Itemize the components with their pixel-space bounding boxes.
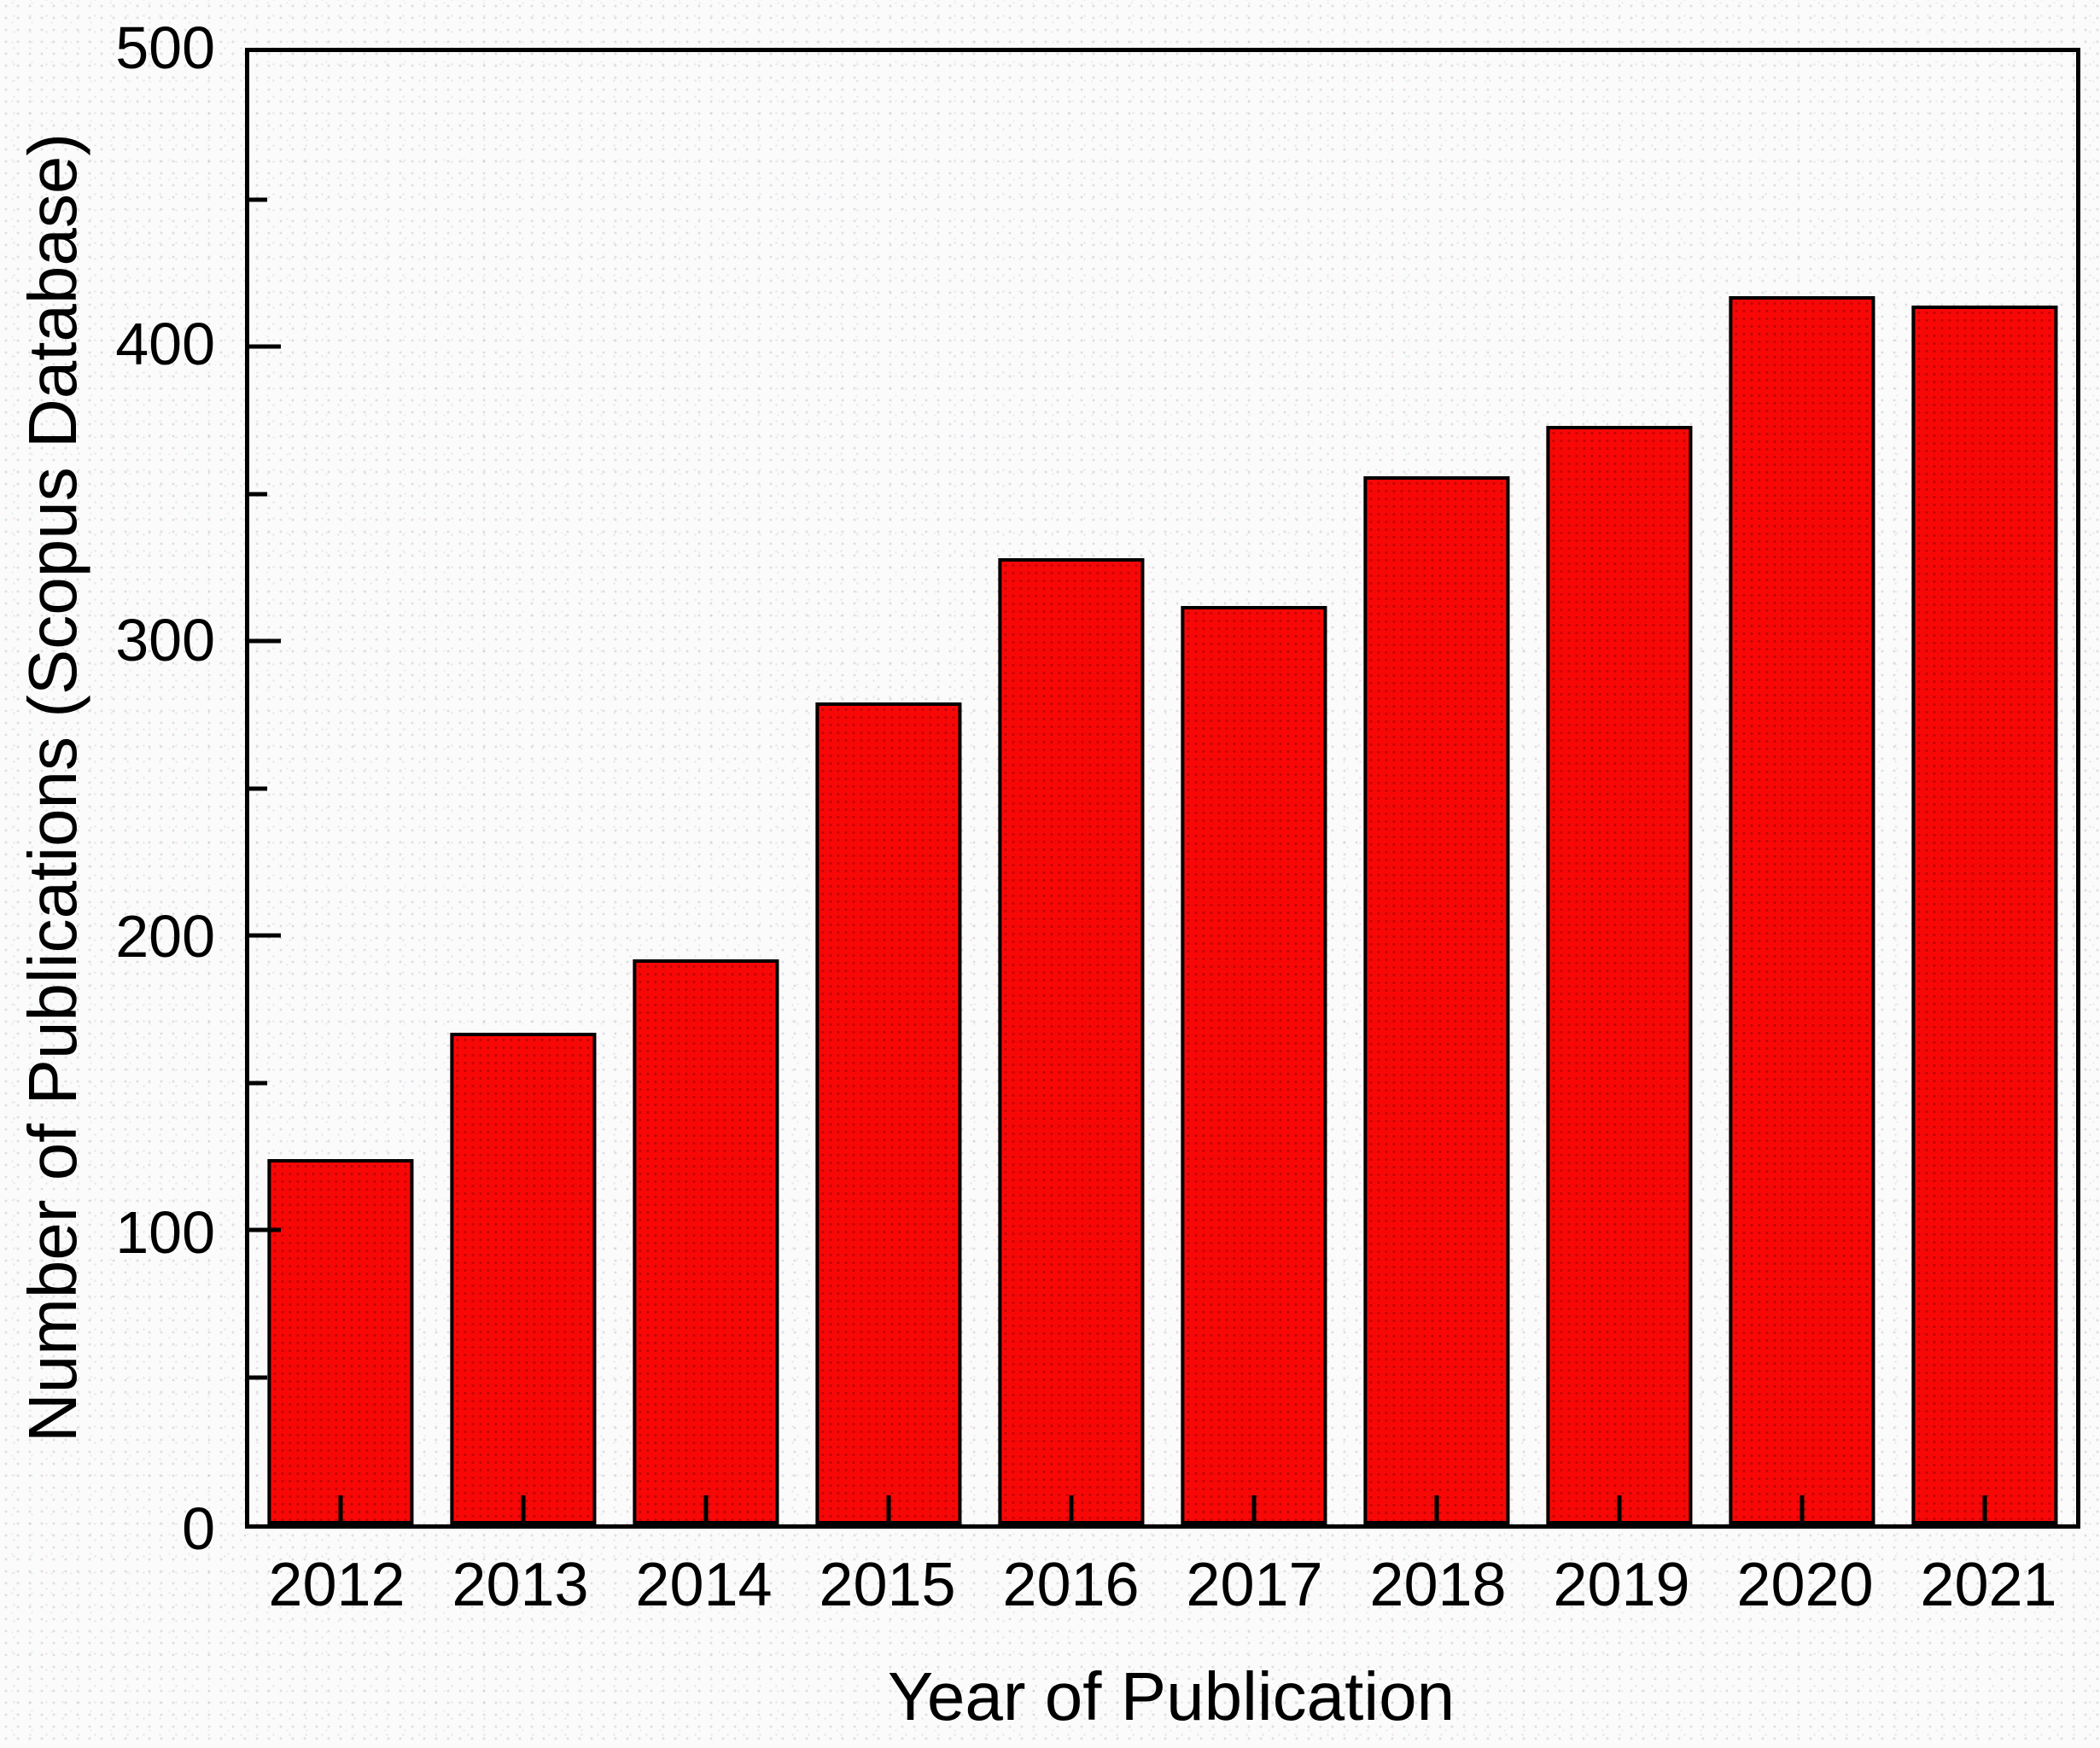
x-axis-tick-2018 [1434,1495,1439,1524]
x-tick-label-2021: 2021 [1920,1551,2057,1619]
x-tick-label-2016: 2016 [1002,1551,1140,1619]
x-tick-label-2015: 2015 [819,1551,956,1619]
x-axis-tick-2019 [1617,1495,1622,1524]
bar-2015 [815,702,962,1524]
y-tick-label-400: 400 [115,311,215,377]
y-axis-major-tick-100 [249,1227,281,1232]
y-tick-label-300: 300 [115,607,215,673]
y-tick-label-0: 0 [182,1495,215,1562]
x-tick-label-2017: 2017 [1186,1551,1323,1619]
x-axis-tick-2020 [1800,1495,1805,1524]
bar-2012 [267,1159,414,1524]
bar-2019 [1546,426,1693,1524]
x-tick-label-2018: 2018 [1369,1551,1507,1619]
bar-2014 [633,958,779,1524]
y-axis-major-tick-400 [249,344,281,349]
x-axis-tick-2012 [338,1495,343,1524]
bar-2017 [1181,605,1327,1524]
x-axis-tick-2013 [521,1495,526,1524]
bar-2021 [1911,305,2058,1524]
y-axis-minor-tick-250 [249,786,267,790]
x-tick-labels: 2012 2013 2014 2015 2016 2017 2018 2019 2020 2021 [245,1529,2080,1640]
y-tick-labels: 0 100 200 300 400 500 [0,18,215,1559]
x-axis-tick-2017 [1251,1495,1257,1524]
bar-2016 [998,558,1145,1524]
y-axis-minor-tick-450 [249,197,267,201]
y-tick-label-100: 100 [115,1199,215,1266]
y-tick-label-500: 500 [115,15,215,81]
bar-2018 [1363,475,1510,1524]
x-axis-tick-2015 [886,1495,891,1524]
bar-2020 [1729,296,1875,1524]
y-axis-major-tick-300 [249,638,281,644]
y-axis-minor-tick-50 [249,1375,267,1379]
plot-area [245,48,2080,1529]
x-axis-tick-2016 [1069,1495,1074,1524]
x-tick-label-2013: 2013 [452,1551,589,1619]
bar-2013 [450,1032,597,1524]
x-tick-label-2019: 2019 [1553,1551,1690,1619]
x-axis-tick-2021 [1982,1495,1987,1524]
x-axis-title: Year of Publication [887,1658,1455,1734]
x-tick-label-2012: 2012 [268,1551,405,1619]
x-axis-tick-2014 [703,1495,709,1524]
y-axis-minor-tick-150 [249,1081,267,1085]
x-tick-label-2014: 2014 [635,1551,773,1619]
y-axis-major-tick-200 [249,933,281,938]
y-tick-label-200: 200 [115,903,215,970]
y-axis-minor-tick-350 [249,492,267,496]
x-tick-label-2020: 2020 [1736,1551,1874,1619]
